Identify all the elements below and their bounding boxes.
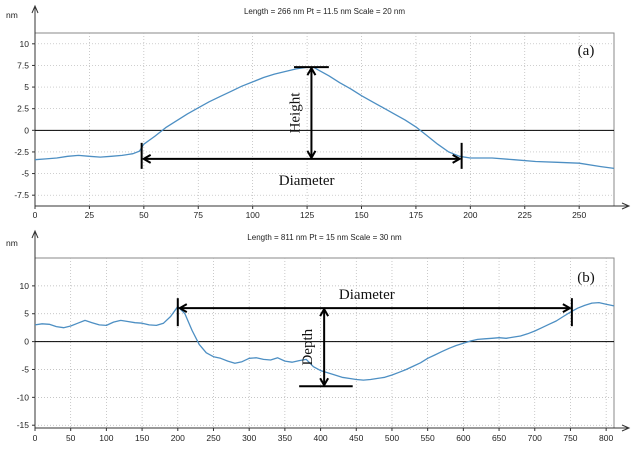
diameter-arrow-right-icon	[562, 303, 572, 314]
panel-label: (a)	[578, 43, 595, 59]
x-tick-label: 0	[33, 210, 38, 220]
x-tick-label: 350	[278, 433, 292, 443]
x-tick-label: 25	[85, 210, 95, 220]
y-tick-label: 0	[24, 125, 29, 135]
x-tick-label: 300	[242, 433, 256, 443]
x-axis-arrow-icon	[621, 202, 631, 210]
y-tick-label: 10	[20, 39, 30, 49]
x-tick-label: 0	[33, 433, 38, 443]
x-tick-label: 250	[572, 210, 586, 220]
chart-header: Length = 811 nm Pt = 15 nm Scale = 30 nm	[247, 233, 402, 242]
x-tick-label: 50	[139, 210, 149, 220]
chart-header: Length = 266 nm Pt = 11.5 nm Scale = 20 …	[244, 7, 405, 16]
y-tick-label: -10	[17, 392, 30, 402]
plot-area	[34, 32, 615, 207]
x-tick-label: 225	[518, 210, 532, 220]
y-tick-label: 5	[24, 82, 29, 92]
diameter-label: Diameter	[339, 287, 395, 303]
profile-line	[34, 66, 615, 170]
panel-b: Length = 811 nm Pt = 15 nm Scale = 30 nm…	[6, 229, 631, 443]
x-tick-label: 800	[599, 433, 613, 443]
x-tick-label: 250	[206, 433, 220, 443]
height-arrow-up-icon	[306, 66, 317, 76]
depth-arrow-up-icon	[319, 307, 330, 317]
x-tick-label: 50	[66, 433, 76, 443]
x-tick-label: 700	[528, 433, 542, 443]
x-tick-label: 650	[492, 433, 506, 443]
y-unit-label: nm	[6, 10, 18, 20]
y-tick-label: 10	[20, 281, 30, 291]
y-tick-label: 5	[24, 309, 29, 319]
x-tick-label: 150	[354, 210, 368, 220]
x-tick-label: 75	[194, 210, 204, 220]
diameter-arrow-left-icon	[141, 153, 152, 164]
x-tick-label: 750	[563, 433, 577, 443]
x-tick-label: 500	[385, 433, 399, 443]
diameter-arrow-left-icon	[177, 303, 188, 314]
panel-a: Length = 266 nm Pt = 11.5 nm Scale = 20 …	[6, 4, 631, 220]
y-tick-label: -5	[21, 169, 29, 179]
y-tick-label: 2.5	[17, 104, 29, 114]
x-tick-label: 150	[135, 433, 149, 443]
y-axis-arrow-icon	[31, 229, 39, 239]
x-axis-arrow-icon	[621, 424, 631, 432]
y-tick-label: -7.5	[14, 190, 29, 200]
height-arrow-down-icon	[306, 150, 317, 160]
y-unit-label: nm	[6, 238, 18, 248]
y-tick-label: -5	[21, 364, 29, 374]
x-tick-label: 400	[313, 433, 327, 443]
x-tick-label: 125	[300, 210, 314, 220]
x-tick-label: 600	[456, 433, 470, 443]
x-tick-label: 100	[246, 210, 260, 220]
panel-label: (b)	[577, 270, 595, 286]
diameter-arrow-right-icon	[452, 153, 462, 164]
x-tick-label: 200	[171, 433, 185, 443]
diameter-label: Diameter	[279, 173, 335, 189]
y-axis-arrow-icon	[31, 4, 39, 14]
x-tick-label: 550	[421, 433, 435, 443]
y-tick-label: 7.5	[17, 60, 29, 70]
x-tick-label: 175	[409, 210, 423, 220]
y-tick-label: -15	[17, 420, 30, 430]
height-label: Height	[287, 92, 303, 134]
x-tick-label: 450	[349, 433, 363, 443]
x-tick-label: 200	[463, 210, 477, 220]
x-tick-label: 100	[99, 433, 113, 443]
depth-label: Depth	[300, 328, 316, 365]
y-tick-label: -2.5	[14, 147, 29, 157]
depth-arrow-down-icon	[319, 377, 330, 388]
y-tick-label: 0	[24, 337, 29, 347]
